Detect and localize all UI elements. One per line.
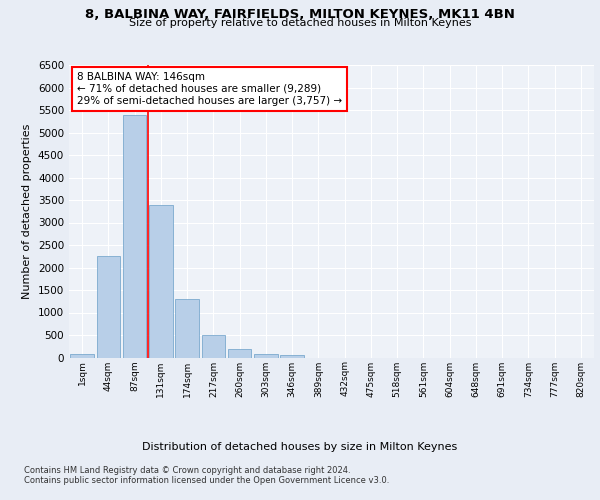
Bar [254, 354, 278, 358]
Bar [280, 355, 304, 358]
Text: 8, BALBINA WAY, FAIRFIELDS, MILTON KEYNES, MK11 4BN: 8, BALBINA WAY, FAIRFIELDS, MILTON KEYNE… [85, 8, 515, 20]
Text: Contains HM Land Registry data © Crown copyright and database right 2024.: Contains HM Land Registry data © Crown c… [24, 466, 350, 475]
Y-axis label: Number of detached properties: Number of detached properties [22, 124, 32, 299]
Bar [97, 256, 120, 358]
Bar [123, 115, 146, 358]
Bar [202, 336, 225, 357]
Bar [149, 206, 173, 358]
Text: Size of property relative to detached houses in Milton Keynes: Size of property relative to detached ho… [129, 18, 471, 28]
Text: Contains public sector information licensed under the Open Government Licence v3: Contains public sector information licen… [24, 476, 389, 485]
Text: Distribution of detached houses by size in Milton Keynes: Distribution of detached houses by size … [142, 442, 458, 452]
Bar [228, 349, 251, 358]
Bar [70, 354, 94, 358]
Text: 8 BALBINA WAY: 146sqm
← 71% of detached houses are smaller (9,289)
29% of semi-d: 8 BALBINA WAY: 146sqm ← 71% of detached … [77, 72, 342, 106]
Bar [175, 299, 199, 358]
